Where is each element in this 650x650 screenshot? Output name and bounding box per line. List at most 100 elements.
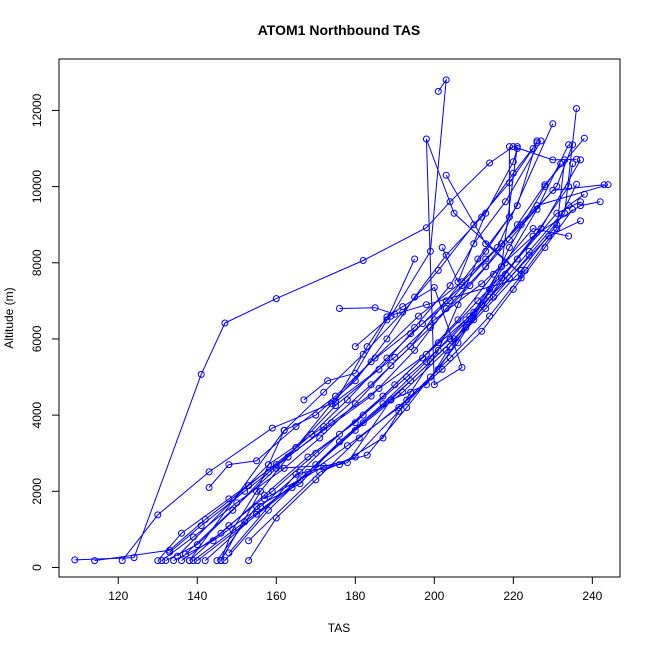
- data-point: [541, 181, 549, 189]
- data-point: [332, 398, 339, 406]
- data-point: [403, 404, 411, 411]
- data-point: [446, 335, 454, 343]
- data-point: [458, 278, 466, 286]
- data-point: [419, 320, 426, 328]
- data-point: [260, 495, 268, 503]
- data-point: [367, 358, 375, 366]
- data-point: [245, 557, 253, 565]
- data-point: [359, 257, 367, 264]
- series-layer: [71, 76, 612, 565]
- data-point: [221, 557, 229, 565]
- data-point: [513, 145, 521, 152]
- data-point: [553, 225, 561, 232]
- data-point: [351, 377, 359, 385]
- y-tick-label: 6000: [30, 325, 44, 352]
- data-point: [399, 303, 407, 311]
- data-point: [363, 451, 371, 459]
- data-point: [407, 343, 415, 351]
- data-point: [268, 424, 276, 432]
- series-line: [161, 184, 605, 562]
- series-line: [303, 258, 416, 401]
- data-point: [280, 426, 288, 434]
- data-point: [430, 381, 438, 389]
- series-line: [188, 142, 538, 561]
- data-point: [565, 232, 573, 240]
- data-point: [181, 550, 189, 558]
- data-point: [486, 293, 494, 301]
- data-point: [225, 461, 233, 469]
- data-point: [379, 392, 387, 400]
- data-point: [549, 186, 557, 194]
- data-point: [478, 280, 486, 288]
- x-tick-label: 160: [266, 589, 286, 603]
- data-point: [403, 373, 411, 381]
- data-point: [596, 198, 604, 206]
- data-point: [118, 557, 126, 565]
- chart-title: ATOM1 Northbound TAS: [258, 22, 421, 38]
- data-point: [442, 251, 450, 259]
- data-point: [253, 510, 260, 518]
- data-point: [470, 240, 478, 248]
- data-point: [343, 442, 351, 450]
- data-point: [170, 557, 178, 565]
- data-point: [162, 557, 170, 565]
- data-point: [438, 244, 446, 251]
- data-point: [320, 423, 328, 431]
- series-line: [181, 201, 581, 562]
- x-axis-label: TAS: [328, 621, 350, 635]
- data-point: [577, 156, 584, 164]
- data-point: [450, 209, 458, 217]
- data-point: [442, 297, 450, 305]
- data-point: [505, 244, 513, 251]
- data-point: [387, 362, 395, 370]
- data-point: [422, 350, 430, 358]
- flight-series: [193, 156, 584, 565]
- data-point: [205, 484, 213, 491]
- data-point: [217, 529, 225, 537]
- data-point: [371, 304, 379, 312]
- data-point: [178, 529, 185, 537]
- data-point: [604, 181, 612, 189]
- flight-series: [185, 190, 588, 565]
- data-point: [478, 301, 486, 309]
- data-point: [264, 461, 272, 469]
- data-point: [193, 557, 201, 565]
- data-point: [426, 324, 434, 331]
- data-point: [446, 354, 454, 362]
- data-point: [533, 228, 541, 236]
- data-point: [213, 557, 221, 565]
- data-point: [272, 514, 280, 522]
- y-axis: 0 2000 4000 6000 8000 10000 12000: [30, 93, 60, 571]
- data-point: [509, 158, 517, 166]
- y-tick-label: 8000: [30, 249, 44, 276]
- data-point: [482, 240, 490, 248]
- data-point: [312, 411, 320, 419]
- data-point: [257, 487, 264, 495]
- data-point: [501, 198, 509, 206]
- data-point: [446, 198, 454, 206]
- data-point: [561, 209, 569, 217]
- data-point: [422, 135, 430, 143]
- data-point: [253, 457, 260, 465]
- data-point: [379, 434, 387, 442]
- data-point: [185, 557, 193, 565]
- data-point: [482, 255, 490, 263]
- data-point: [470, 221, 478, 229]
- data-point: [284, 453, 292, 461]
- data-point: [407, 377, 415, 385]
- data-point: [426, 373, 434, 381]
- data-point: [324, 377, 332, 385]
- data-point: [517, 274, 525, 282]
- flight-series: [300, 255, 419, 404]
- data-point: [320, 388, 328, 396]
- y-tick-label: 2000: [30, 478, 44, 505]
- data-point: [189, 557, 197, 565]
- data-point: [363, 343, 371, 351]
- data-point: [466, 282, 474, 290]
- data-point: [272, 295, 280, 303]
- data-point: [387, 396, 395, 404]
- data-point: [498, 274, 505, 282]
- y-tick-label: 4000: [30, 401, 44, 428]
- x-axis: 120 140 160 180 200 220 240: [108, 576, 603, 603]
